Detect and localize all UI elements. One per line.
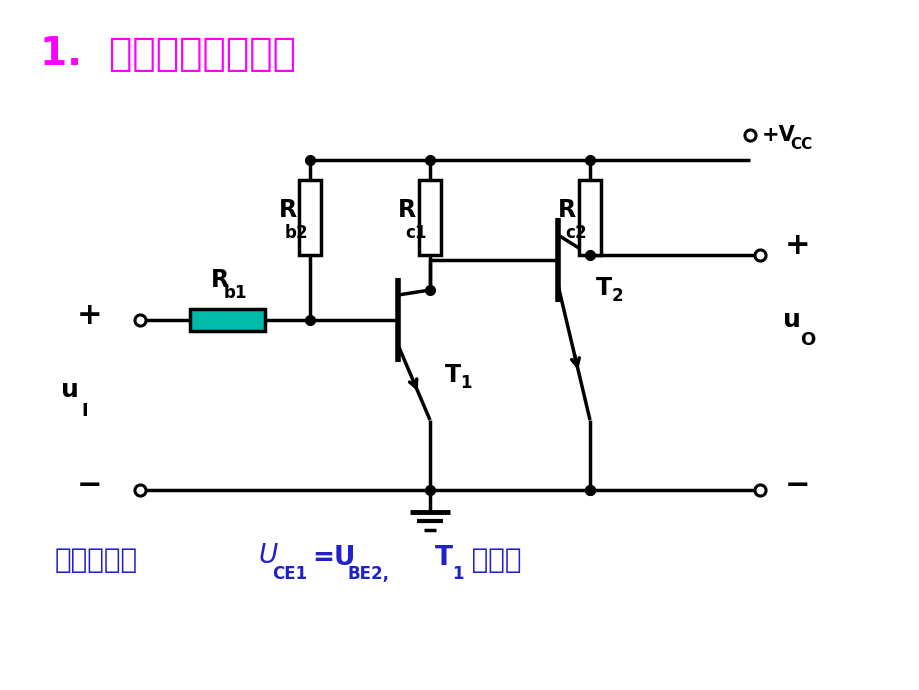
Text: u: u (61, 378, 79, 402)
Text: u: u (782, 308, 800, 332)
Text: CC: CC (789, 137, 811, 152)
Text: $\mathbf{c1}$: $\mathbf{c1}$ (404, 224, 426, 241)
Text: O: O (800, 331, 815, 349)
Text: $\mathbf{2}$: $\mathbf{2}$ (610, 287, 622, 305)
Text: $\mathbf{1}$: $\mathbf{1}$ (460, 374, 471, 392)
Text: 1: 1 (451, 565, 463, 583)
Text: $U$: $U$ (257, 543, 278, 569)
Text: +: + (784, 230, 810, 259)
Bar (578, 180, 600, 255)
Text: BE2,: BE2, (347, 565, 390, 583)
Bar (418, 180, 440, 255)
Text: +: + (77, 301, 103, 330)
Text: −: − (785, 471, 810, 500)
Text: +V: +V (761, 125, 795, 145)
Text: $\mathbf{c2}$: $\mathbf{c2}$ (564, 224, 586, 241)
Text: 管饱和: 管饱和 (461, 546, 521, 574)
Text: −: − (77, 471, 103, 500)
Text: T: T (435, 545, 452, 571)
Text: $\mathbf{b1}$: $\mathbf{b1}$ (223, 284, 247, 302)
Text: =U: =U (312, 545, 355, 571)
Text: $\mathbf{T}$: $\mathbf{T}$ (444, 363, 461, 387)
Text: $\mathbf{R}$: $\mathbf{R}$ (557, 197, 576, 221)
Bar (190, 309, 265, 331)
Bar (299, 180, 321, 255)
Text: $\mathbf{R}$: $\mathbf{R}$ (278, 197, 298, 221)
Text: CE1: CE1 (272, 565, 307, 583)
Text: I: I (82, 402, 88, 420)
Text: $\mathbf{R}$: $\mathbf{R}$ (397, 197, 416, 221)
Text: $\mathbf{R}$: $\mathbf{R}$ (210, 268, 229, 292)
Text: $\mathbf{T}$: $\mathbf{T}$ (595, 276, 612, 300)
Text: 存在问题：: 存在问题： (55, 546, 138, 574)
Text: $\mathbf{b2}$: $\mathbf{b2}$ (284, 224, 308, 241)
Text: 1.  直接耦合放大电路: 1. 直接耦合放大电路 (40, 35, 296, 73)
